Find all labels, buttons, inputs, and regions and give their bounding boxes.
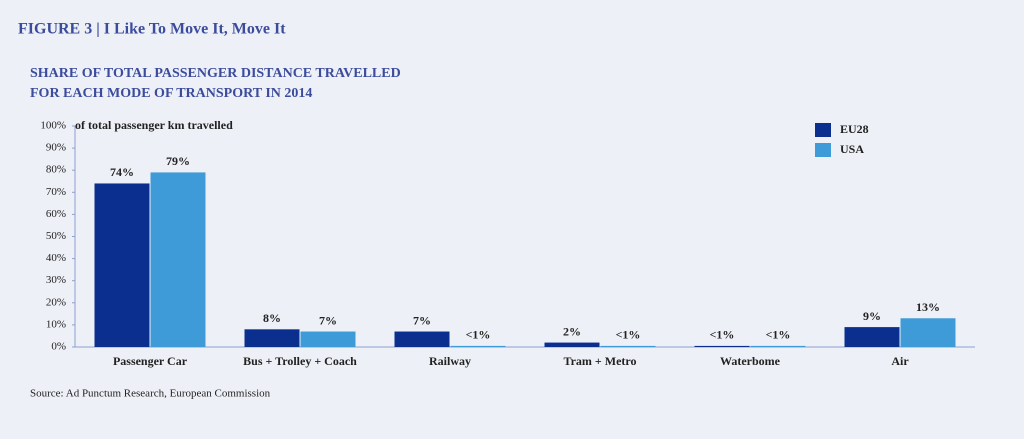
- bar: [844, 327, 900, 347]
- value-label: 8%: [263, 311, 281, 325]
- x-tick-label: Air: [891, 354, 909, 368]
- x-tick-label: Railway: [429, 354, 471, 368]
- bar: [300, 331, 356, 347]
- y-tick-label: 70%: [46, 186, 66, 198]
- bar: [394, 331, 450, 347]
- y-tick-label: 0%: [51, 341, 66, 353]
- y-tick-label: 100%: [40, 120, 66, 132]
- legend-label: USA: [840, 142, 864, 156]
- bar: [150, 172, 206, 347]
- chart-subtitle: FOR EACH MODE OF TRANSPORT IN 2014: [30, 86, 312, 101]
- legend-swatch: [815, 143, 831, 157]
- bar: [750, 345, 806, 347]
- bar: [694, 345, 750, 347]
- y-tick-label: 40%: [46, 252, 66, 264]
- x-tick-label: Tram + Metro: [563, 354, 636, 368]
- value-label: <1%: [466, 328, 491, 342]
- y-tick-label: 10%: [46, 318, 66, 330]
- bar: [94, 183, 150, 347]
- legend-swatch: [815, 123, 831, 137]
- bar: [544, 342, 600, 347]
- value-label: 13%: [916, 300, 940, 314]
- x-tick-label: Passenger Car: [113, 354, 188, 368]
- value-label: 79%: [166, 154, 190, 168]
- chart-title: FIGURE 3 | I Like To Move It, Move It: [18, 21, 286, 38]
- value-label: 2%: [563, 324, 581, 338]
- bar: [244, 329, 300, 347]
- y-tick-label: 20%: [46, 296, 66, 308]
- value-label: 74%: [110, 165, 134, 179]
- value-label: <1%: [616, 328, 641, 342]
- y-tick-label: 60%: [46, 208, 66, 220]
- value-label: 7%: [413, 313, 431, 327]
- bar: [900, 318, 956, 347]
- y-tick-label: 30%: [46, 274, 66, 286]
- value-label: 7%: [319, 313, 337, 327]
- y-tick-label: 80%: [46, 164, 66, 176]
- x-tick-label: Bus + Trolley + Coach: [243, 354, 357, 368]
- source: Source: Ad Punctum Research, European Co…: [30, 388, 271, 400]
- legend-label: EU28: [840, 122, 869, 136]
- y-tick-label: 50%: [46, 230, 66, 242]
- x-tick-label: Waterbome: [720, 354, 781, 368]
- value-label: <1%: [710, 328, 735, 342]
- value-label: <1%: [766, 328, 791, 342]
- chart-subtitle: SHARE OF TOTAL PASSENGER DISTANCE TRAVEL…: [30, 66, 401, 81]
- y-tick-label: 90%: [46, 142, 66, 154]
- bar: [600, 345, 656, 347]
- value-label: 9%: [863, 309, 881, 323]
- y-axis-label: of total passenger km travelled: [75, 118, 233, 132]
- bar: [450, 345, 506, 347]
